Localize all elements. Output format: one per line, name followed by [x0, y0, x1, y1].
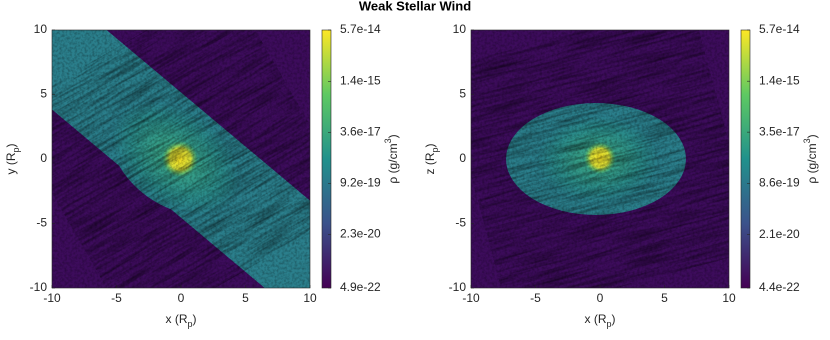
- label-part: p: [11, 147, 21, 152]
- label-part: ): [386, 134, 400, 138]
- y-tick-label: 5: [40, 87, 47, 101]
- colorbar-tick-label: 2.1e-20: [759, 227, 800, 241]
- y-tick-label: -10: [30, 280, 48, 294]
- label-part: x (R: [165, 312, 187, 326]
- axis-label: y (Rp): [4, 143, 21, 174]
- colorbar: [321, 29, 332, 289]
- colorbar-tick-label: 1.4e-15: [759, 73, 800, 87]
- axis-label: x (Rp): [584, 312, 615, 329]
- x-tick-label: -5: [530, 291, 541, 305]
- colorbar-tick-label: 3.6e-17: [340, 125, 381, 139]
- density-image: [52, 30, 310, 288]
- label-part: y (R: [4, 152, 18, 174]
- colorbar-tick-label: 2.3e-20: [340, 227, 381, 241]
- label-part: ): [612, 312, 616, 326]
- label-part: p: [606, 319, 611, 329]
- colorbar-tick-label: 5.7e-14: [340, 22, 381, 36]
- y-tick-label: 10: [453, 22, 467, 36]
- label-part: ρ (g/cm: [805, 143, 819, 183]
- colorbar-tick-label: 8.6e-19: [759, 176, 800, 190]
- axis-label: z (Rp): [423, 143, 440, 174]
- colorbar: [740, 29, 751, 289]
- label-part: x (R: [584, 312, 606, 326]
- colorbar-tick-label: 1.4e-15: [340, 74, 381, 88]
- density-image: [471, 30, 729, 288]
- label-part: p: [430, 147, 440, 152]
- axis-label: ρ (g/cm3): [802, 134, 819, 183]
- y-tick-label: -10: [449, 280, 467, 294]
- x-tick-label: 5: [661, 291, 668, 305]
- label-part: ): [423, 143, 437, 147]
- x-tick-label: 10: [722, 291, 736, 305]
- axis-label: x (Rp): [165, 312, 196, 329]
- y-tick-label: -5: [36, 216, 47, 230]
- colorbar-tick-label: 4.4e-22: [759, 280, 800, 294]
- colorbar-tick-label: 5.7e-14: [759, 22, 800, 36]
- label-part: 3: [383, 138, 393, 143]
- label-part: p: [187, 319, 192, 329]
- y-tick-label: 10: [34, 22, 48, 36]
- colorbar-tick-label: 3.5e-17: [759, 124, 800, 138]
- label-part: ): [193, 312, 197, 326]
- colorbar-tick-label: 9.2e-19: [340, 175, 381, 189]
- label-part: ): [805, 134, 819, 138]
- label-part: ): [4, 143, 18, 147]
- label-part: z (R: [423, 152, 437, 174]
- x-tick-label: -10: [462, 291, 480, 305]
- y-tick-label: 0: [40, 151, 47, 165]
- y-tick-label: -5: [455, 216, 466, 230]
- label-part: ρ (g/cm: [386, 143, 400, 183]
- figure-title: Weak Stellar Wind: [359, 0, 471, 13]
- y-tick-label: 5: [459, 87, 466, 101]
- label-part: 3: [802, 138, 812, 143]
- x-tick-label: -5: [111, 291, 122, 305]
- x-tick-label: 0: [178, 291, 185, 305]
- x-tick-label: -10: [43, 291, 61, 305]
- x-tick-label: 5: [242, 291, 249, 305]
- colorbar-tick-label: 4.9e-22: [340, 280, 381, 294]
- y-tick-label: 0: [459, 151, 466, 165]
- x-tick-label: 0: [597, 291, 604, 305]
- x-tick-label: 10: [303, 291, 317, 305]
- axis-label: ρ (g/cm3): [383, 134, 400, 183]
